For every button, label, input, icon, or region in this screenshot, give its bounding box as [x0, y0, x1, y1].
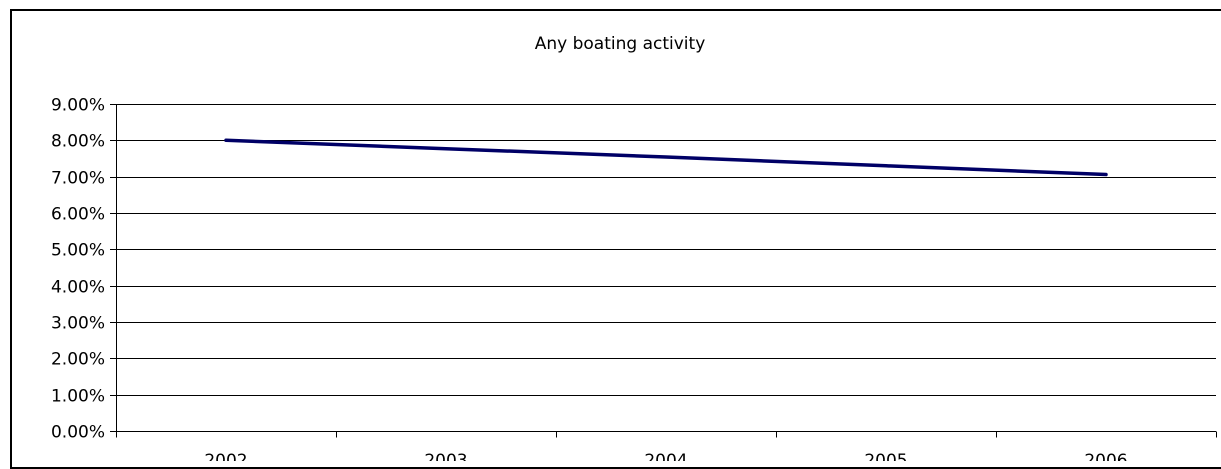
- y-tick-label: 7.00%: [51, 169, 105, 189]
- y-tick-label: 0.00%: [51, 423, 105, 443]
- y-tick-label: 8.00%: [51, 132, 105, 152]
- y-tick-label: 4.00%: [51, 278, 105, 298]
- x-axis-tick-labels: 2002 2003 2004 2005 2006: [204, 451, 1127, 461]
- x-tick-label: 2004: [644, 451, 687, 461]
- y-tick-label: 9.00%: [51, 96, 105, 116]
- y-axis-tick-labels: 0.00% 1.00% 2.00% 3.00% 4.00% 5.00% 6.00% 7.00%…: [51, 96, 105, 443]
- y-tick-label: 2.00%: [51, 350, 105, 370]
- x-tick-label: 2005: [864, 451, 907, 461]
- axes: [110, 104, 1217, 438]
- x-tick-label: 2006: [1084, 451, 1127, 461]
- x-tick-label: 2003: [424, 451, 467, 461]
- y-tick-label: 1.00%: [51, 387, 105, 407]
- gridlines: [116, 104, 1216, 396]
- chart-title: Any boating activity: [535, 34, 706, 54]
- y-tick-label: 5.00%: [51, 241, 105, 261]
- series-layer: [224, 138, 1108, 177]
- y-tick-label: 6.00%: [51, 205, 105, 225]
- y-tick-label: 3.00%: [51, 314, 105, 334]
- x-tick-label: 2002: [204, 451, 247, 461]
- chart-frame: [10, 9, 1221, 469]
- series-line: [224, 138, 1108, 177]
